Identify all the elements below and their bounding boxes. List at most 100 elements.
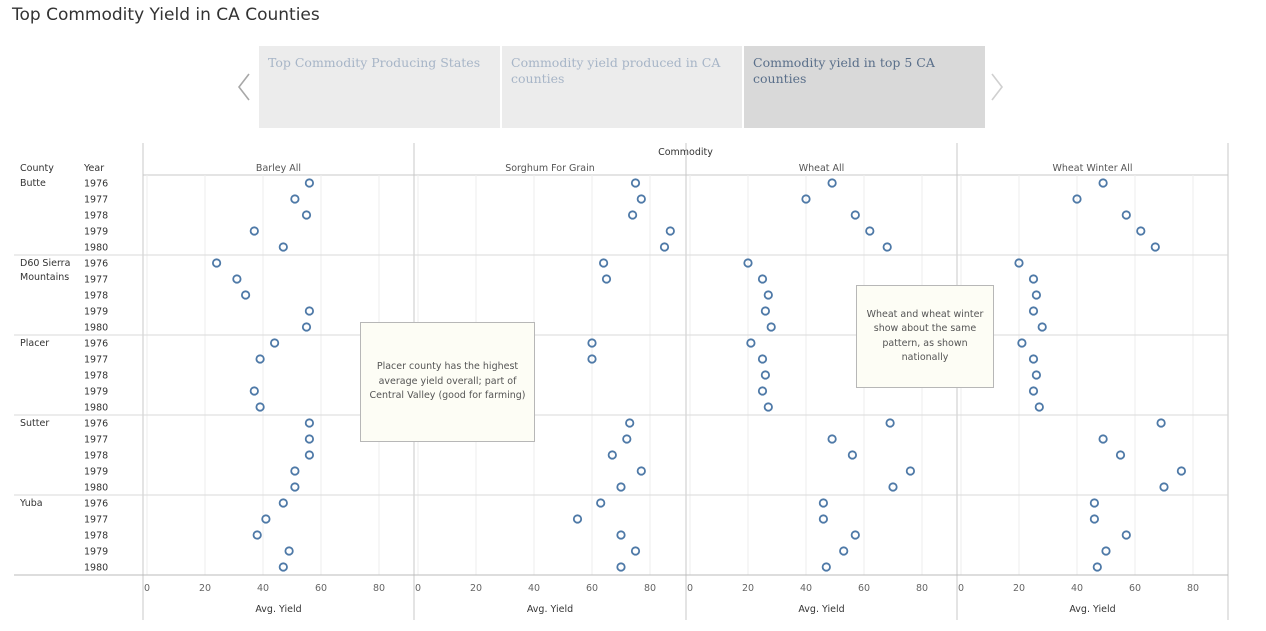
chevron-left-icon	[237, 73, 250, 101]
x-tick-label: 0	[415, 583, 421, 594]
data-point	[627, 210, 638, 220]
county-label: Sutter	[20, 418, 49, 429]
x-tick-label: 20	[1013, 583, 1025, 594]
year-label: 1976	[84, 419, 108, 430]
x-tick-label: 60	[1129, 583, 1141, 594]
data-point	[1098, 434, 1108, 444]
year-label: 1979	[84, 387, 108, 398]
data-point	[818, 514, 829, 524]
data-point	[284, 546, 294, 556]
data-point	[1089, 498, 1100, 508]
year-label: 1980	[84, 483, 108, 494]
data-point	[607, 450, 617, 460]
year-label: 1978	[84, 291, 108, 302]
data-point	[1014, 258, 1024, 268]
county-label: Placer	[20, 338, 49, 349]
story-prev-arrow[interactable]	[237, 72, 251, 102]
x-tick-label: 0	[687, 583, 693, 594]
data-point	[261, 514, 271, 524]
data-point	[290, 194, 300, 204]
data-point	[1092, 562, 1102, 572]
data-point	[278, 562, 288, 572]
data-point	[249, 226, 259, 236]
data-point	[659, 242, 670, 252]
x-axis-title: Avg. Yield	[798, 604, 844, 615]
data-point	[625, 418, 635, 428]
data-point	[757, 274, 768, 284]
data-point	[766, 322, 776, 332]
data-point	[630, 546, 641, 556]
annotation-placer: Placer county has the highest average yi…	[360, 322, 535, 442]
x-tick-label: 40	[257, 583, 269, 594]
data-point	[850, 530, 860, 540]
x-tick-label: 40	[800, 583, 812, 594]
year-label: 1978	[84, 531, 108, 542]
data-point	[1150, 242, 1160, 252]
x-tick-label: 60	[586, 583, 598, 594]
year-label: 1976	[84, 339, 108, 350]
data-point	[616, 562, 626, 572]
data-point	[865, 226, 875, 236]
x-tick-label: 40	[1071, 583, 1083, 594]
data-point	[278, 242, 288, 252]
story-next-arrow[interactable]	[990, 72, 1004, 102]
data-point	[636, 194, 646, 204]
data-point	[1031, 290, 1042, 300]
year-label: 1979	[84, 307, 108, 318]
x-axis-title: Avg. Yield	[1069, 604, 1115, 615]
x-tick-label: 60	[858, 583, 870, 594]
story-tab-top-producing-states[interactable]: Top Commodity Producing States	[259, 46, 500, 128]
data-point	[304, 418, 314, 428]
year-label: 1976	[84, 499, 108, 510]
data-point	[839, 546, 849, 556]
data-point	[1089, 514, 1100, 524]
data-point	[290, 466, 300, 476]
data-point	[616, 530, 626, 540]
data-point	[827, 178, 837, 188]
county-label: D60 Sierra	[20, 258, 70, 269]
x-axis-title: Avg. Yield	[255, 604, 301, 615]
year-label: 1976	[84, 259, 108, 270]
x-tick-label: 80	[1187, 583, 1199, 594]
x-tick-label: 80	[373, 583, 385, 594]
data-point	[1031, 370, 1042, 380]
data-point	[572, 514, 583, 524]
x-tick-label: 20	[742, 583, 754, 594]
data-point	[1034, 402, 1044, 412]
data-point	[1098, 178, 1108, 188]
year-label: 1979	[84, 547, 108, 558]
county-label: Butte	[20, 178, 46, 189]
year-label: 1977	[84, 355, 108, 366]
data-point	[596, 498, 606, 508]
year-label: 1980	[84, 403, 108, 414]
year-label: 1980	[84, 323, 108, 334]
row-header-year: Year	[83, 163, 104, 174]
data-point	[1037, 322, 1047, 332]
story-tab-top5-ca-counties[interactable]: Commodity yield in top 5 CA counties	[744, 46, 985, 128]
data-point	[241, 290, 251, 300]
data-point	[850, 210, 860, 220]
data-point	[301, 210, 312, 220]
year-label: 1978	[84, 451, 108, 462]
data-point	[304, 178, 314, 188]
commodity-label: Wheat Winter All	[1053, 163, 1133, 174]
data-point	[847, 450, 858, 460]
county-label: Mountains	[20, 272, 69, 283]
x-tick-label: 0	[958, 583, 964, 594]
row-header-county: County	[20, 163, 54, 174]
data-point	[1017, 338, 1027, 348]
year-label: 1977	[84, 435, 108, 446]
county-label: Yuba	[19, 498, 43, 509]
data-point	[1136, 226, 1146, 236]
data-point	[827, 434, 837, 444]
data-point	[757, 354, 768, 364]
story-tab-ca-county-yield[interactable]: Commodity yield produced in CA counties	[502, 46, 742, 128]
x-axis-title: Avg. Yield	[527, 604, 573, 615]
commodity-label: Sorghum For Grain	[505, 163, 595, 174]
data-point	[818, 498, 829, 508]
data-point	[763, 290, 773, 300]
data-point	[757, 386, 768, 396]
x-tick-label: 60	[315, 583, 327, 594]
data-point	[212, 258, 222, 268]
